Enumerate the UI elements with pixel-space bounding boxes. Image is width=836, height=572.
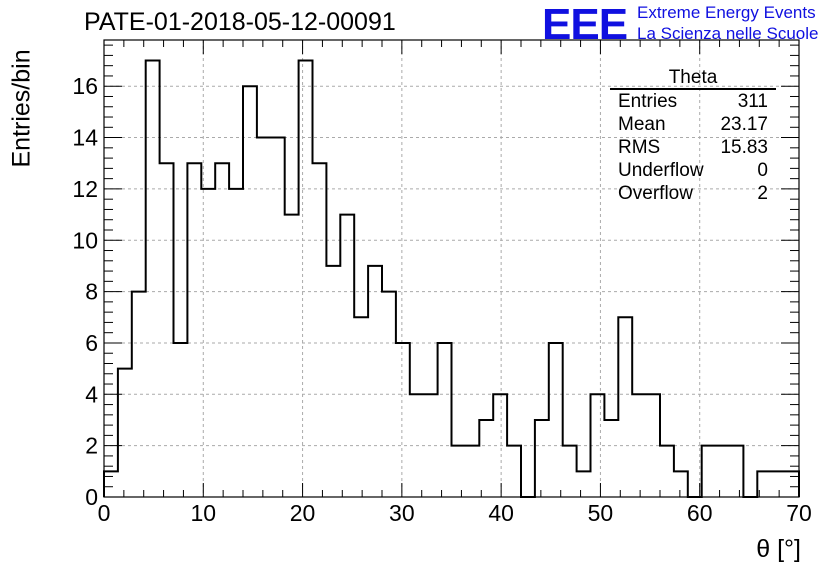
plot-frame xyxy=(103,39,800,498)
y-tick-label: 16 xyxy=(72,73,98,99)
stats-label: Underflow xyxy=(618,160,704,181)
y-tick-label: 6 xyxy=(85,330,98,356)
y-tick-label: 8 xyxy=(85,279,98,305)
x-tick-label: 50 xyxy=(588,500,614,526)
stats-label: RMS xyxy=(618,137,661,158)
y-tick-label: 14 xyxy=(72,125,98,151)
y-tick-label: 2 xyxy=(85,433,98,459)
stats-row-mean: Mean 23.17 xyxy=(610,113,776,136)
x-tick-label: 30 xyxy=(389,500,415,526)
y-tick-label: 12 xyxy=(72,176,98,202)
x-tick-label: 70 xyxy=(786,500,812,526)
chart-title: PATE-01-2018-05-12-00091 xyxy=(84,8,396,36)
x-tick-label: 20 xyxy=(290,500,316,526)
y-tick-label: 10 xyxy=(72,227,98,253)
stats-box: Theta Entries 311 Mean 23.17 RMS 15.83 Unde… xyxy=(610,68,776,205)
stats-value: 0 xyxy=(757,160,768,181)
y-tick-label: 4 xyxy=(85,381,98,407)
stats-value: 15.83 xyxy=(720,137,768,158)
stats-value: 23.17 xyxy=(720,114,768,135)
eee-logo: EEE xyxy=(542,0,628,49)
x-tick-label: 10 xyxy=(190,500,216,526)
stats-title: Theta xyxy=(610,68,776,90)
x-tick-label: 60 xyxy=(687,500,713,526)
stats-label: Overflow xyxy=(618,183,693,204)
stats-label: Entries xyxy=(618,91,678,112)
y-axis-label: Entries/bin xyxy=(7,49,36,168)
histogram-series xyxy=(103,59,800,498)
stats-row-underflow: Underflow 0 xyxy=(610,159,776,182)
x-tick-label: 0 xyxy=(98,500,111,526)
logo-tagline-2: La Scienza nelle Scuole xyxy=(637,24,819,43)
logo-tagline-1: Extreme Energy Events xyxy=(637,3,816,22)
x-axis-label: θ [°] xyxy=(756,535,801,563)
y-tick-label: 0 xyxy=(85,484,98,510)
stats-row-entries: Entries 311 xyxy=(610,90,776,113)
stats-row-rms: RMS 15.83 xyxy=(610,136,776,159)
stats-value: 2 xyxy=(757,183,768,204)
stats-row-overflow: Overflow 2 xyxy=(610,182,776,205)
x-tick-label: 40 xyxy=(488,500,514,526)
stats-label: Mean xyxy=(618,114,666,135)
stats-value: 311 xyxy=(737,91,768,112)
